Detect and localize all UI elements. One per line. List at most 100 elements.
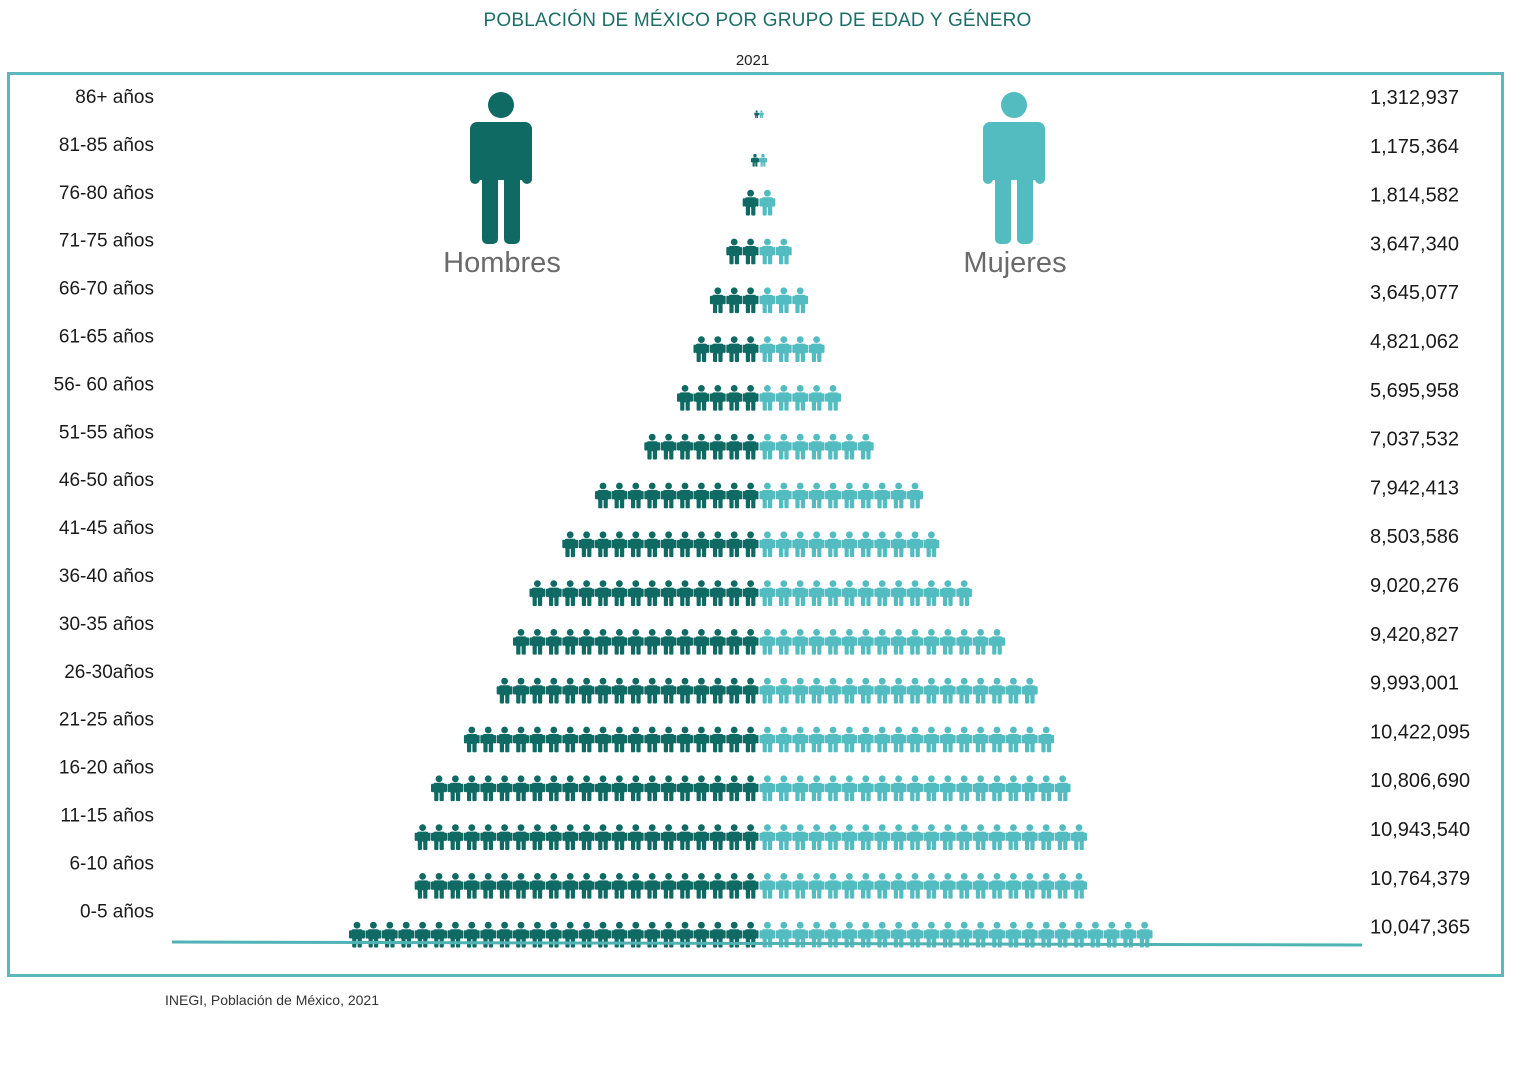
man-icon (545, 629, 562, 655)
woman-icon (989, 775, 1005, 802)
woman-icon (989, 677, 1005, 704)
woman-icon (923, 873, 940, 899)
man-icon (726, 287, 743, 314)
woman-icon (1071, 824, 1087, 850)
woman-icon (956, 629, 973, 655)
man-icon (742, 189, 759, 216)
woman-icon (841, 726, 858, 753)
woman-icon (792, 824, 809, 850)
woman-icon (989, 873, 1005, 899)
man-icon (545, 580, 562, 606)
woman-icon (825, 482, 841, 509)
age-labels: 86+ años 81-85 años 76-80 años 71-75 años 66… (54, 87, 154, 922)
population-value-label: 10,764,379 (1370, 868, 1470, 890)
age-group-label: 16-20 años (59, 758, 154, 779)
man-icon (447, 775, 464, 802)
man-icon (660, 629, 677, 655)
man-icon (742, 238, 759, 265)
man-icon (693, 482, 710, 509)
man-icon (751, 153, 759, 167)
man-icon (496, 677, 513, 704)
population-value-label: 10,806,690 (1370, 770, 1470, 792)
man-icon (644, 873, 661, 899)
woman-icon (775, 580, 792, 606)
man-icon (431, 824, 447, 850)
man-icon (709, 531, 726, 558)
woman-icon (956, 677, 973, 704)
woman-icon (1038, 873, 1055, 899)
woman-icon (841, 629, 858, 655)
man-icon (660, 580, 677, 606)
woman-icon (775, 873, 792, 899)
woman-icon (923, 629, 940, 655)
woman-icon (1005, 677, 1022, 704)
man-icon (742, 726, 759, 753)
legend-women: Mujeres (963, 92, 1067, 279)
chart-frame (7, 72, 1504, 977)
man-icon (562, 873, 579, 899)
man-icon (529, 580, 546, 606)
woman-icon (792, 726, 809, 753)
woman-icon (857, 677, 874, 704)
source-note: INEGI, Población de México, 2021 (165, 992, 380, 1008)
man-icon (644, 824, 661, 850)
woman-icon (841, 580, 858, 606)
woman-icon (825, 433, 841, 460)
woman-icon (956, 824, 973, 850)
woman-icon (907, 775, 923, 802)
age-group-label: 46-50 años (59, 470, 154, 491)
age-group-label: 41-45 años (59, 518, 154, 539)
man-icon (496, 726, 513, 753)
population-value-label: 1,814,582 (1370, 185, 1459, 207)
woman-icon (939, 873, 956, 899)
woman-icon (1071, 873, 1087, 899)
woman-icon (939, 580, 956, 606)
man-icon (529, 775, 546, 802)
man-icon (529, 726, 546, 753)
woman-icon (972, 873, 989, 899)
age-group-label: 6-10 años (69, 853, 154, 874)
man-icon (529, 873, 546, 899)
woman-icon (792, 531, 809, 558)
woman-icon (1021, 824, 1038, 850)
man-icon (709, 775, 726, 802)
man-icon (693, 580, 710, 606)
age-group-label: 71-75 años (59, 231, 154, 252)
man-icon (726, 775, 743, 802)
man-icon (611, 629, 628, 655)
man-icon (578, 726, 595, 753)
pyramid-row (693, 336, 825, 362)
woman-icon (874, 677, 891, 704)
woman-icon (857, 531, 874, 558)
man-icon (480, 873, 497, 899)
man-icon (627, 677, 644, 704)
woman-icon (759, 629, 776, 655)
man-icon (562, 726, 579, 753)
man-icon (627, 726, 644, 753)
woman-icon (874, 824, 891, 850)
woman-icon (808, 385, 825, 411)
man-icon (677, 482, 693, 509)
woman-icon (989, 629, 1005, 655)
age-group-label: 0-5 años (80, 901, 154, 922)
age-group-label: 66-70 años (59, 279, 154, 300)
man-icon (677, 433, 693, 460)
woman-icon (939, 726, 956, 753)
woman-icon (1005, 775, 1022, 802)
chart-subtitle: 2021 (735, 52, 770, 69)
woman-icon (759, 433, 776, 460)
man-icon (627, 580, 644, 606)
man-icon (513, 629, 529, 655)
woman-icon (759, 677, 776, 704)
woman-icon (759, 189, 776, 216)
man-icon (677, 726, 693, 753)
woman-icon (890, 482, 907, 509)
woman-icon (775, 531, 792, 558)
man-icon (463, 726, 480, 753)
woman-icon (775, 726, 792, 753)
woman-icon (972, 726, 989, 753)
man-icon (726, 336, 743, 362)
woman-icon (825, 873, 841, 899)
man-icon (660, 824, 677, 850)
